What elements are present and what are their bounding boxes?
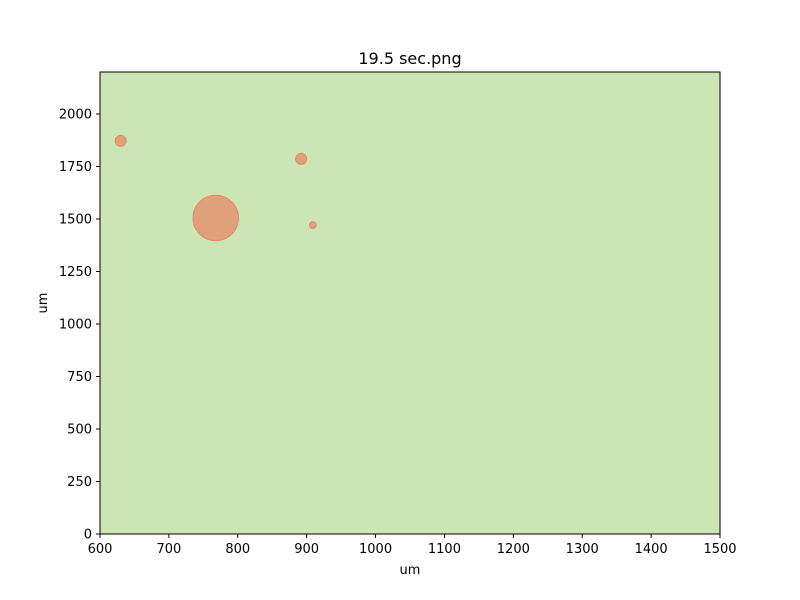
y-tick-label: 250 <box>67 475 92 490</box>
data-point-3 <box>192 194 239 242</box>
x-tick-label: 1100 <box>428 542 461 557</box>
x-tick-label: 1400 <box>635 542 668 557</box>
y-tick-label: 1250 <box>59 265 92 280</box>
x-tick-label: 700 <box>156 542 181 557</box>
x-axis-label: um <box>400 563 421 578</box>
data-point-2 <box>295 152 308 165</box>
x-tick-label: 800 <box>225 542 250 557</box>
data-points <box>114 134 317 242</box>
chart-title: 19.5 sec.png <box>358 49 461 68</box>
x-tick-label: 600 <box>88 542 113 557</box>
plot-area <box>100 72 720 534</box>
x-tick-label: 1300 <box>566 542 599 557</box>
y-axis-label: um <box>36 293 51 314</box>
x-tick-label: 1000 <box>359 542 392 557</box>
y-tick-label: 1000 <box>59 318 92 333</box>
x-tick-label: 1500 <box>703 542 736 557</box>
x-tick-label: 900 <box>294 542 319 557</box>
y-tick-label: 500 <box>67 423 92 438</box>
x-axis: 600 700 800 900 1000 1100 1200 1300 1400 1500 <box>88 534 737 557</box>
y-tick-label: 1500 <box>59 213 92 228</box>
y-axis: 0 250 500 750 1000 1250 1500 1750 2000 <box>59 108 100 543</box>
x-tick-label: 1200 <box>497 542 530 557</box>
y-tick-label: 0 <box>84 528 92 543</box>
data-point-1 <box>114 134 127 147</box>
y-tick-label: 750 <box>67 370 92 385</box>
y-tick-label: 2000 <box>59 108 92 123</box>
plot-frame <box>99 71 721 535</box>
data-point-4 <box>308 221 317 230</box>
y-tick-label: 1750 <box>59 160 92 175</box>
